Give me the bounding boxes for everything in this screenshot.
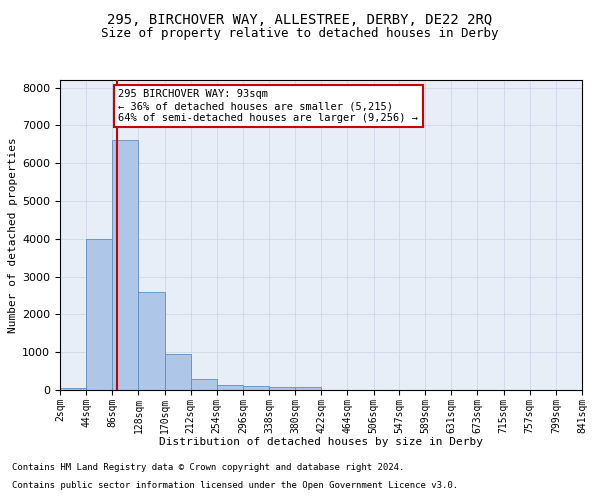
Bar [191, 378, 217, 390]
Bar [269, 387, 295, 390]
Text: 295 BIRCHOVER WAY: 93sqm
← 36% of detached houses are smaller (5,215)
64% of sem: 295 BIRCHOVER WAY: 93sqm ← 36% of detach… [118, 90, 418, 122]
Bar [164, 354, 191, 390]
Text: 295, BIRCHOVER WAY, ALLESTREE, DERBY, DE22 2RQ: 295, BIRCHOVER WAY, ALLESTREE, DERBY, DE… [107, 12, 493, 26]
Bar [60, 388, 86, 390]
Bar [295, 387, 322, 390]
Bar [112, 140, 139, 390]
Y-axis label: Number of detached properties: Number of detached properties [8, 137, 18, 333]
Bar [243, 386, 269, 390]
Text: Contains public sector information licensed under the Open Government Licence v3: Contains public sector information licen… [12, 481, 458, 490]
Bar [139, 292, 164, 390]
Bar [86, 239, 112, 390]
X-axis label: Distribution of detached houses by size in Derby: Distribution of detached houses by size … [159, 437, 483, 447]
Bar [217, 385, 243, 390]
Text: Size of property relative to detached houses in Derby: Size of property relative to detached ho… [101, 28, 499, 40]
Text: Contains HM Land Registry data © Crown copyright and database right 2024.: Contains HM Land Registry data © Crown c… [12, 464, 404, 472]
